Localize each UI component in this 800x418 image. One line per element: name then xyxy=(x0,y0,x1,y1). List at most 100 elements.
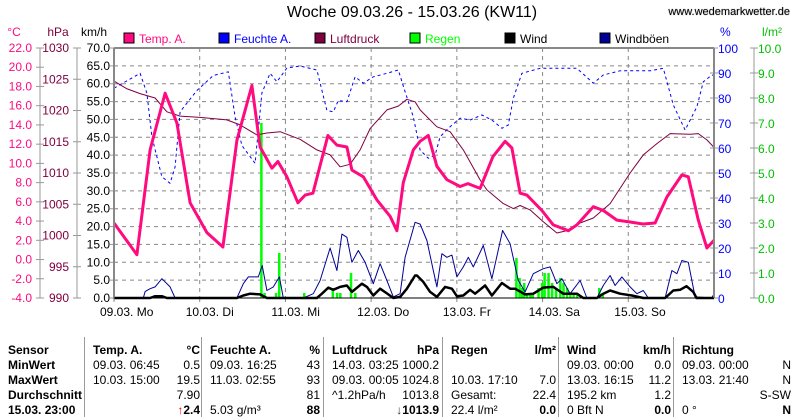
rain-bar xyxy=(354,293,357,298)
pressure-tick-label: 995 xyxy=(49,260,69,274)
rain-bar xyxy=(547,273,550,298)
column-header: Temp. A. xyxy=(93,343,143,357)
column-unit: °C xyxy=(186,343,200,357)
cell-value: S-SW xyxy=(759,388,791,402)
rain-bar xyxy=(515,258,518,298)
humidity-tick-label: 90 xyxy=(718,67,732,81)
wind-tick-label: 60.0 xyxy=(87,77,111,91)
column-separator xyxy=(558,337,559,417)
cell-value: N xyxy=(782,358,791,372)
humidity-tick-label: 70 xyxy=(718,117,732,131)
temp-tick-label: 6.0 xyxy=(15,195,32,209)
cell-label: 09.03. 00:00 xyxy=(567,358,634,372)
column-header: Wind xyxy=(567,343,597,357)
temp-tick-label: 8.0 xyxy=(15,176,32,190)
humidity-tick-label: 30 xyxy=(718,217,732,231)
column-header: Richtung xyxy=(682,343,734,357)
wind-tick-label: 20.0 xyxy=(87,220,111,234)
cell-label: 11.03. 02:55 xyxy=(210,373,276,387)
temp-tick-label: 2.0 xyxy=(15,233,32,247)
column-separator xyxy=(673,337,674,417)
series-line-luftdruck xyxy=(113,80,715,234)
legend-label: Wind xyxy=(520,32,547,46)
rain-bar xyxy=(274,293,278,298)
rain-bar xyxy=(554,288,558,298)
cell-value: 7.90 xyxy=(176,388,200,402)
legend-label: Luftdruck xyxy=(330,32,380,46)
rain-bar xyxy=(550,283,554,298)
cell-value: 11.2 xyxy=(648,373,671,387)
rain-tick-label: 2.0 xyxy=(758,242,775,256)
wind-tick-label: 65.0 xyxy=(87,59,111,73)
cell-value: 93 xyxy=(306,373,320,387)
temp-tick-label: 4.0 xyxy=(15,214,32,228)
cell-value: 81 xyxy=(306,388,320,402)
rain-tick-label: 9.0 xyxy=(758,67,775,81)
weather-chart: 09.03. Mo 10.03. Di 11.03. Mi 12.03. Do 13.0… xyxy=(7,25,782,319)
column-unit: hPa xyxy=(416,343,439,357)
day-label: 12.03. Do xyxy=(357,305,409,319)
column-header: Luftdruck xyxy=(332,343,388,357)
temp-tick-label: -2.0 xyxy=(11,272,32,286)
cell-value: 0.0 xyxy=(539,403,556,417)
wind-tick-label: 10.0 xyxy=(87,255,111,269)
legend-swatch-1 xyxy=(218,32,230,44)
rain-bar xyxy=(331,288,335,298)
humidity-tick-label: 60 xyxy=(718,142,732,156)
column-unit: km/h xyxy=(642,343,671,357)
wind-tick-label: 40.0 xyxy=(87,148,111,162)
humidity-tick-label: 0 xyxy=(718,292,725,306)
series-line-windböen xyxy=(114,221,715,299)
column-separator xyxy=(84,337,85,417)
wind-tick-label: 70.0 xyxy=(87,41,111,55)
cell-label: 0 ° xyxy=(682,403,697,417)
cell-label: 0 Bft N xyxy=(567,403,604,417)
wind-tick-label: 15.0 xyxy=(87,237,111,251)
humidity-tick-label: 20 xyxy=(718,242,732,256)
rain-bar xyxy=(543,273,546,298)
cell-label: 13.03. 16:15 xyxy=(567,373,634,387)
legend-label: Regen xyxy=(425,32,460,46)
cell-label: 09.03. 16:25 xyxy=(210,358,277,372)
temp-tick-label: -4.0 xyxy=(11,291,32,305)
rain-bar xyxy=(335,293,339,298)
humidity-tick-label: 40 xyxy=(718,192,732,206)
rain-bar xyxy=(569,293,572,298)
cell-value: 1000.2 xyxy=(402,358,439,372)
cell-value: 43 xyxy=(306,358,320,372)
site-url[interactable]: www.wedemarkwetter.de xyxy=(668,6,790,18)
cell-label: 09.03. 06:45 xyxy=(93,358,160,372)
temp-tick-label: 20.0 xyxy=(9,60,33,74)
rain-tick-label: 8.0 xyxy=(758,92,775,106)
row-label: Durchschnitt xyxy=(8,388,83,402)
legend-swatch-2 xyxy=(314,32,326,44)
cell-value: N xyxy=(782,403,791,417)
legend-swatch-3 xyxy=(409,32,421,44)
rain-tick-label: 0.0 xyxy=(758,292,775,306)
rain-bar xyxy=(339,293,342,298)
pressure-tick-label: 1010 xyxy=(42,166,69,180)
pressure-axis-unit: hPa xyxy=(47,25,69,39)
column-separator xyxy=(323,337,324,417)
row-label: MaxWert xyxy=(8,373,58,387)
row-label: 15.03. 23:00 xyxy=(8,403,76,417)
rain-bar xyxy=(349,273,353,298)
rain-bar xyxy=(537,288,540,298)
wind-tick-label: 30.0 xyxy=(87,184,111,198)
temp-tick-label: 16.0 xyxy=(9,99,33,113)
trend-down-arrow-icon: ↓ xyxy=(396,403,403,417)
wind-tick-label: 5.0 xyxy=(93,273,110,287)
column-separator xyxy=(201,337,202,417)
legend-label: Temp. A. xyxy=(139,32,186,46)
temp-tick-label: 14.0 xyxy=(9,118,33,132)
cell-value: 88 xyxy=(306,403,320,417)
cell-value: 7.0 xyxy=(539,373,556,387)
temp-axis-unit: °C xyxy=(7,25,21,39)
rain-tick-label: 10.0 xyxy=(758,42,782,56)
pressure-tick-label: 1020 xyxy=(42,104,69,118)
row-label: Sensor xyxy=(8,343,49,357)
pressure-tick-label: 1000 xyxy=(42,229,69,243)
rain-bar xyxy=(540,283,544,298)
day-label: 10.03. Di xyxy=(186,305,234,319)
legend-label: Feuchte A. xyxy=(234,32,291,46)
